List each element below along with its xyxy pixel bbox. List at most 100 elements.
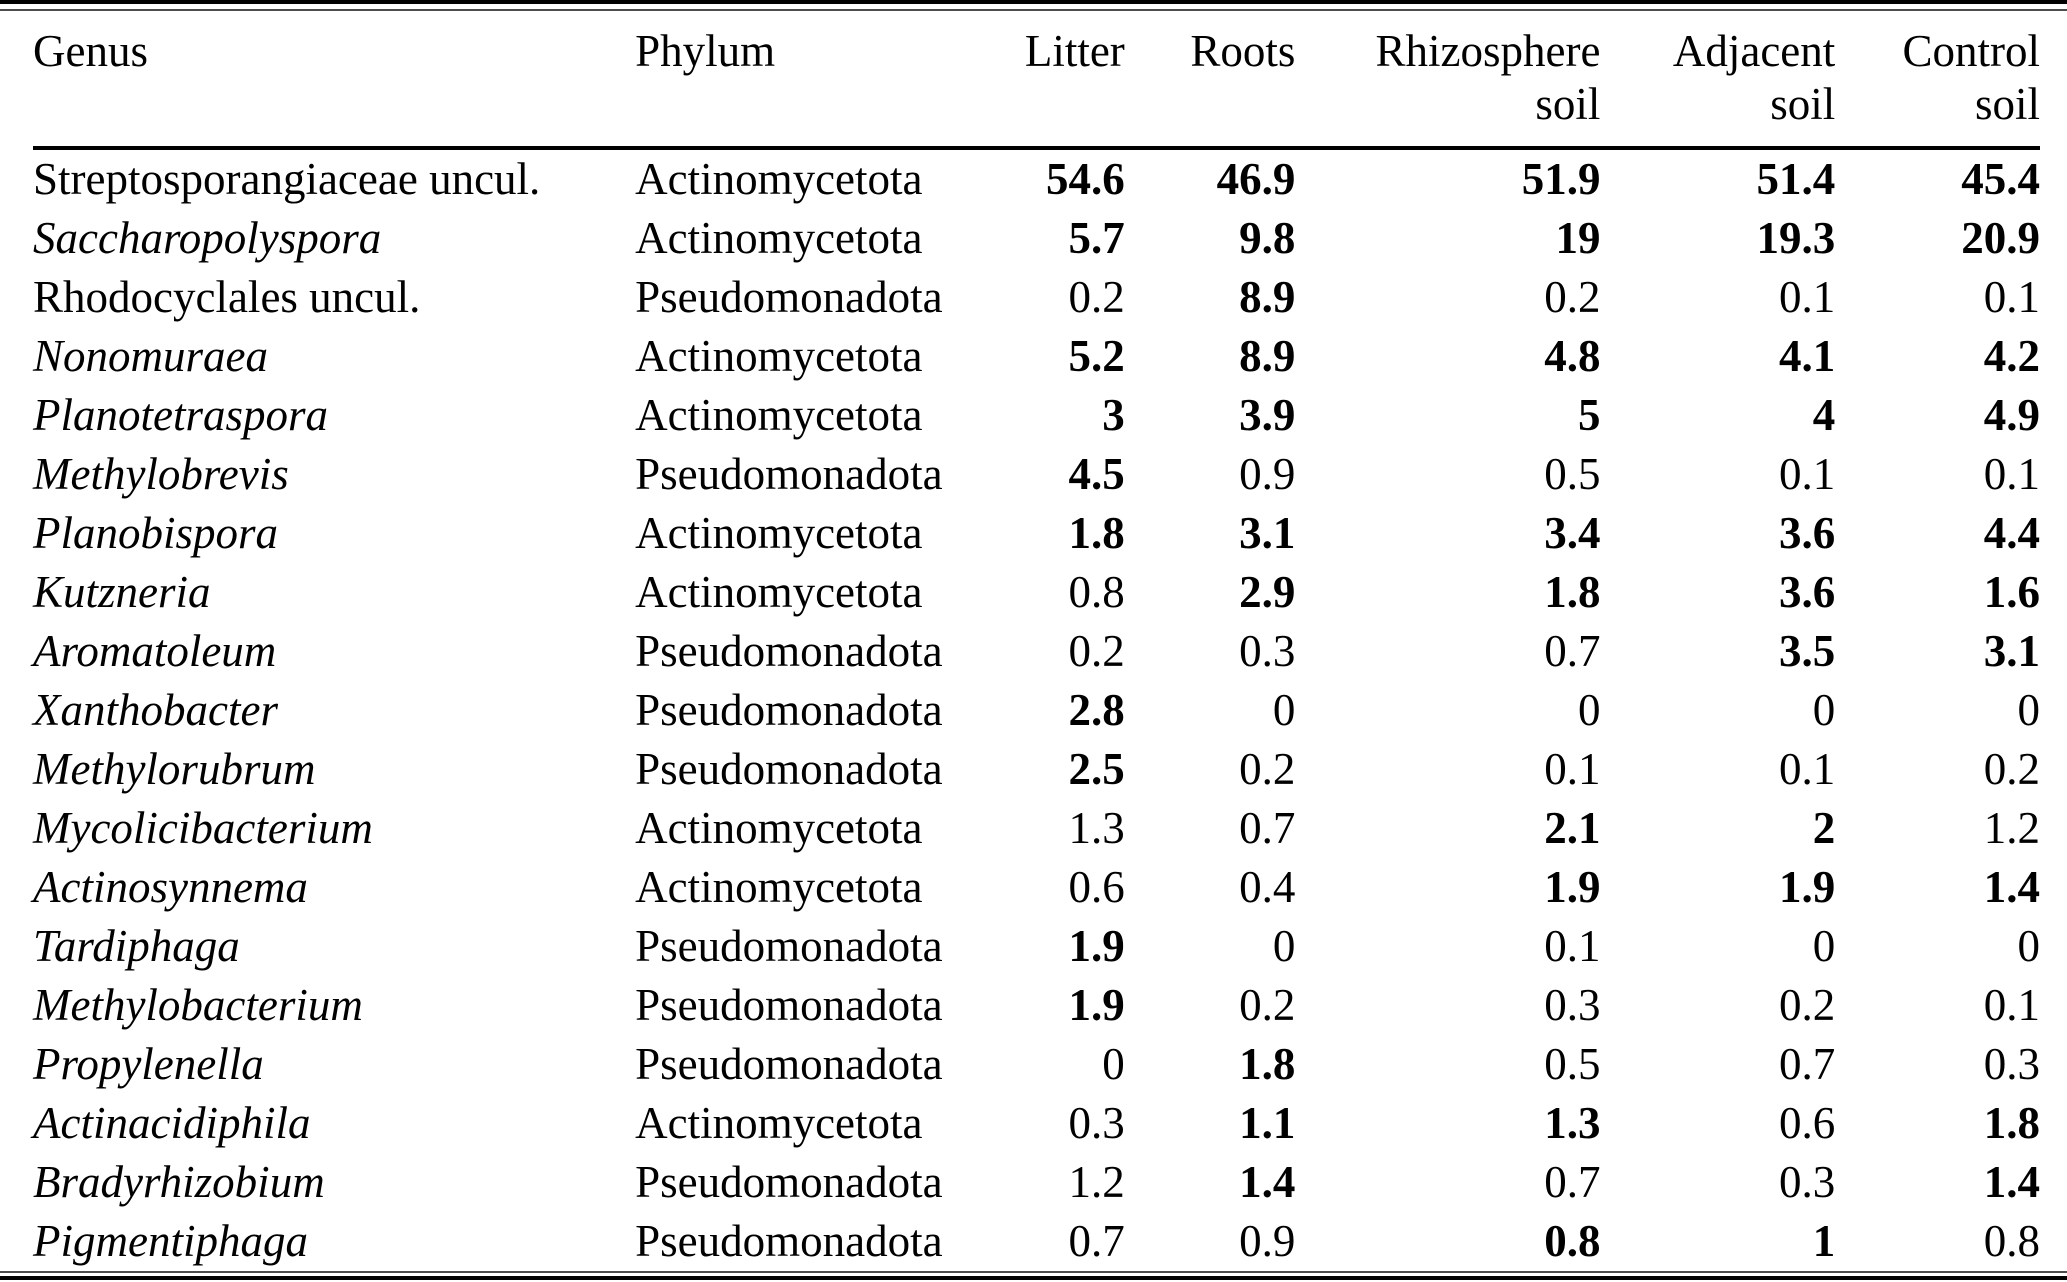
value-cell-litter: 1.2 — [1068, 1157, 1125, 1207]
value-cell-control-soil: 0 — [2017, 685, 2041, 735]
value-cell-litter: 2.5 — [1068, 744, 1125, 794]
value-cell-rhizosphere-soil: 0.5 — [1544, 449, 1601, 499]
table-row: Aromatoleum Pseudomonadota 0.2 0.3 0.7 3.5 3.1 — [33, 622, 2040, 681]
value-cell-control-soil: 0.1 — [1983, 272, 2040, 322]
genus-cell: Kutzneria — [33, 567, 211, 617]
value-cell-roots: 1.1 — [1239, 1098, 1296, 1148]
top-rule-thick — [0, 0, 2067, 4]
value-cell-control-soil: 1.2 — [1983, 803, 2040, 853]
value-cell-adjacent-soil: 0 — [1812, 921, 1836, 971]
value-cell-rhizosphere-soil: 0.2 — [1544, 272, 1601, 322]
header-label: Phylum — [635, 26, 776, 76]
header-row: Genus Phylum Litter Roots Rhizosphere so… — [33, 11, 2040, 150]
value-cell-litter: 1.9 — [1068, 980, 1125, 1030]
value-cell-control-soil: 3.1 — [1983, 626, 2040, 676]
phylum-cell: Pseudomonadota — [635, 449, 943, 499]
value-cell-litter: 0.7 — [1068, 1216, 1125, 1266]
value-cell-adjacent-soil: 4 — [1812, 390, 1836, 440]
genus-cell: Aromatoleum — [33, 626, 277, 676]
value-cell-adjacent-soil: 3.6 — [1779, 567, 1836, 617]
table-row: Actinosynnema Actinomycetota 0.6 0.4 1.9 1.9 1… — [33, 858, 2040, 917]
table-row: Methylorubrum Pseudomonadota 2.5 0.2 0.1 0.1 0… — [33, 740, 2040, 799]
table-row: Mycolicibacterium Actinomycetota 1.3 0.7 2.1… — [33, 799, 2040, 858]
value-cell-adjacent-soil: 0.1 — [1779, 272, 1836, 322]
value-cell-litter: 0.2 — [1068, 272, 1125, 322]
table-row: Nonomuraea Actinomycetota 5.2 8.9 4.8 4.1 4.2 — [33, 327, 2040, 386]
value-cell-adjacent-soil: 0.6 — [1779, 1098, 1836, 1148]
value-cell-roots: 8.9 — [1239, 331, 1296, 381]
phylum-cell: Pseudomonadota — [635, 685, 943, 735]
value-cell-roots: 0.2 — [1239, 744, 1296, 794]
table-row: Saccharopolyspora Actinomycetota 5.7 9.8 19 1… — [33, 209, 2040, 268]
value-cell-adjacent-soil: 51.4 — [1756, 154, 1836, 204]
value-cell-control-soil: 1.6 — [1983, 567, 2040, 617]
value-cell-roots: 46.9 — [1216, 154, 1296, 204]
value-cell-adjacent-soil: 0.7 — [1779, 1039, 1836, 1089]
value-cell-control-soil: 0 — [2017, 921, 2041, 971]
table-row: Actinacidiphila Actinomycetota 0.3 1.1 1.3 0.… — [33, 1094, 2040, 1153]
table-row: Streptosporangiaceae uncul. Actinomycetot… — [33, 148, 2040, 209]
value-cell-roots: 0.3 — [1239, 626, 1296, 676]
value-cell-control-soil: 0.1 — [1983, 449, 2040, 499]
value-cell-litter: 0.8 — [1068, 567, 1125, 617]
value-cell-control-soil: 20.9 — [1961, 213, 2040, 263]
genus-cell: Streptosporangiaceae uncul. — [33, 154, 541, 204]
header-label-line2: soil — [1535, 79, 1601, 129]
header-label: Genus — [33, 26, 148, 76]
phylum-cell: Actinomycetota — [635, 154, 923, 204]
value-cell-roots: 0.2 — [1239, 980, 1296, 1030]
value-cell-litter: 4.5 — [1068, 449, 1125, 499]
genus-cell: Saccharopolyspora — [33, 213, 382, 263]
table-row: Methylobrevis Pseudomonadota 4.5 0.9 0.5 0.1 0… — [33, 445, 2040, 504]
value-cell-rhizosphere-soil: 1.8 — [1544, 567, 1601, 617]
value-cell-adjacent-soil: 1 — [1812, 1216, 1836, 1266]
value-cell-adjacent-soil: 0 — [1812, 685, 1836, 735]
value-cell-rhizosphere-soil: 5 — [1577, 390, 1601, 440]
value-cell-control-soil: 4.2 — [1983, 331, 2040, 381]
genus-cell: Tardiphaga — [33, 921, 240, 971]
phylum-cell: Actinomycetota — [635, 862, 923, 912]
value-cell-control-soil: 0.1 — [1983, 980, 2040, 1030]
value-cell-litter: 0.3 — [1068, 1098, 1125, 1148]
table-row: Kutzneria Actinomycetota 0.8 2.9 1.8 3.6 1.6 — [33, 563, 2040, 622]
phylum-cell: Actinomycetota — [635, 390, 923, 440]
column-header-litter: Litter — [980, 11, 1125, 150]
value-cell-rhizosphere-soil: 0.1 — [1544, 744, 1601, 794]
value-cell-adjacent-soil: 3.6 — [1779, 508, 1836, 558]
genus-cell: Planotetraspora — [33, 390, 329, 440]
genus-abundance-table: Genus Phylum Litter Roots Rhizosphere so… — [33, 11, 2040, 1271]
column-header-control-soil: Control soil — [1835, 11, 2040, 150]
value-cell-adjacent-soil: 19.3 — [1756, 213, 1836, 263]
genus-cell: Propylenella — [33, 1039, 264, 1089]
value-cell-roots: 0 — [1272, 685, 1296, 735]
value-cell-adjacent-soil: 0.1 — [1779, 744, 1836, 794]
value-cell-control-soil: 0.3 — [1983, 1039, 2040, 1089]
value-cell-rhizosphere-soil: 19 — [1555, 213, 1601, 263]
value-cell-control-soil: 0.2 — [1983, 744, 2040, 794]
header-label-line1: Control — [1902, 26, 2040, 76]
value-cell-roots: 8.9 — [1239, 272, 1296, 322]
header-label-line2: soil — [1770, 79, 1836, 129]
value-cell-adjacent-soil: 0.2 — [1779, 980, 1836, 1030]
genus-cell: Bradyrhizobium — [33, 1157, 325, 1207]
value-cell-roots: 0.7 — [1239, 803, 1296, 853]
value-cell-litter: 0.2 — [1068, 626, 1125, 676]
value-cell-adjacent-soil: 2 — [1812, 803, 1836, 853]
value-cell-rhizosphere-soil: 3.4 — [1544, 508, 1601, 558]
value-cell-control-soil: 4.9 — [1983, 390, 2040, 440]
value-cell-litter: 54.6 — [1046, 154, 1125, 204]
genus-cell: Planobispora — [33, 508, 279, 558]
column-header-rhizosphere-soil: Rhizosphere soil — [1295, 11, 1601, 150]
genus-cell: Methylobrevis — [33, 449, 289, 499]
phylum-cell: Pseudomonadota — [635, 921, 943, 971]
value-cell-litter: 2.8 — [1068, 685, 1125, 735]
value-cell-control-soil: 4.4 — [1983, 508, 2040, 558]
phylum-cell: Actinomycetota — [635, 331, 923, 381]
value-cell-rhizosphere-soil: 0.3 — [1544, 980, 1601, 1030]
header-label-line2: soil — [1974, 79, 2040, 129]
value-cell-rhizosphere-soil: 4.8 — [1544, 331, 1601, 381]
phylum-cell: Pseudomonadota — [635, 1216, 943, 1266]
table-row: Pigmentiphaga Pseudomonadota 0.7 0.9 0.8 1 0.8 — [33, 1212, 2040, 1271]
value-cell-litter: 0.6 — [1068, 862, 1125, 912]
